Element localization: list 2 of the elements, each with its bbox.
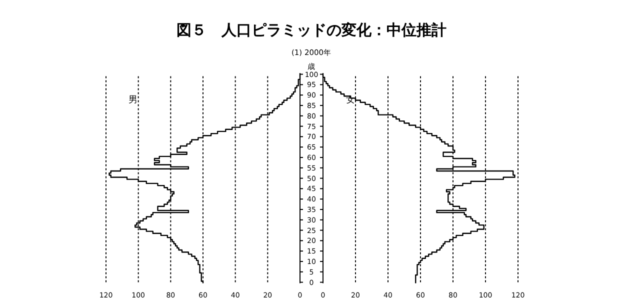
chart-title: 図５ 人口ピラミッドの変化：中位推計: [176, 21, 446, 39]
text: 男: [128, 94, 138, 106]
